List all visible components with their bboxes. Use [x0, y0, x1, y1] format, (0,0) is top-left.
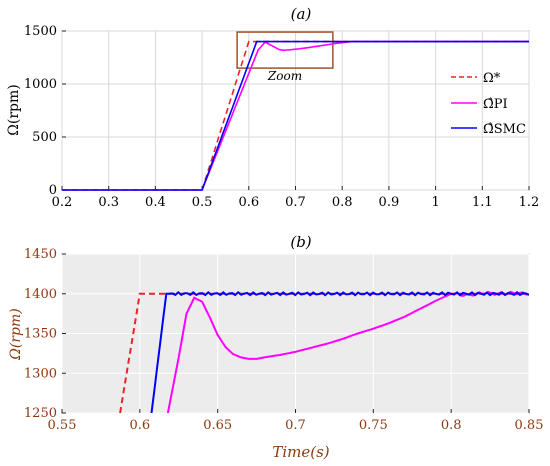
- x-tick-label: 0.2: [52, 195, 73, 210]
- x-tick-label: 0.75: [359, 418, 388, 433]
- y-tick-label: 0: [49, 183, 57, 198]
- y-tick-label: 1500: [24, 24, 57, 39]
- legend-label-smc: Ω̂SMC: [483, 122, 526, 137]
- x-tick-label: 0.7: [285, 418, 306, 433]
- panel-a: (a) 0.2 0.3 0.4 0.5 0.6 0.7 0.8 0.9 1 1.1 1.2 0 500 1…: [6, 5, 539, 210]
- x-tick-label: 0.85: [515, 418, 544, 433]
- panel-a-title: (a): [291, 5, 312, 23]
- x-tick-label: 0.5: [192, 195, 213, 210]
- panel-b-title: (b): [290, 233, 311, 251]
- panel-b-series: [119, 290, 529, 413]
- x-tick-label: 0.55: [48, 418, 77, 433]
- panel-a-axis-ticks: 0.2 0.3 0.4 0.5 0.6 0.7 0.8 0.9 1 1.1 1.2 0 500 1000 1…: [24, 24, 539, 210]
- panel-a-legend: Ω* Ω̂PI Ω̂SMC: [451, 71, 526, 137]
- x-tick-label: 0.8: [441, 418, 462, 433]
- x-tick-label: 0.6: [129, 418, 150, 433]
- x-tick-label: 0.7: [285, 195, 306, 210]
- zoom-rectangle: [236, 31, 334, 69]
- y-tick-label: 1250: [24, 406, 57, 421]
- x-tick-label: 0.6: [238, 195, 259, 210]
- y-tick-label: 500: [32, 130, 57, 145]
- x-tick-label: 0.4: [145, 195, 166, 210]
- y-tick-label: 1350: [24, 327, 57, 342]
- x-tick-label: 1.1: [472, 195, 493, 210]
- x-tick-label: 0.3: [98, 195, 119, 210]
- y-tick-label: 1300: [24, 366, 57, 381]
- panel-b: (b) 0.55 0.6 0.65 0.7 0.75 0.8 0.85 1250 1300 135…: [8, 233, 543, 461]
- y-tick-label: 1400: [24, 287, 57, 302]
- series-line-smc: [62, 40, 529, 191]
- panel-a-zoom-box: Zoom: [236, 31, 334, 83]
- y-tick-label: 1450: [24, 247, 57, 262]
- panel-b-axis-ticks: 0.55 0.6 0.65 0.7 0.75 0.8 0.85 1250 1300 1350 140…: [24, 247, 544, 433]
- x-tick-label: 1.2: [519, 195, 540, 210]
- x-tick-label: 0.8: [332, 195, 353, 210]
- x-tick-label: 0.9: [379, 195, 400, 210]
- panel-a-series: [62, 40, 529, 191]
- y-tick-label: 1000: [24, 77, 57, 92]
- zoom-label: Zoom: [267, 69, 302, 83]
- legend-label-pi: Ω̂PI: [483, 97, 508, 112]
- series-line-smc: [150, 290, 529, 413]
- panel-b-xlabel: Time(s): [272, 443, 329, 461]
- x-tick-label: 1: [431, 195, 439, 210]
- series-line-pi: [166, 290, 529, 413]
- x-tick-label: 0.65: [203, 418, 232, 433]
- legend-label-ref: Ω*: [483, 71, 501, 86]
- panel-a-grid: [61, 30, 530, 191]
- panel-a-ylabel: Ω(rpm): [6, 84, 22, 135]
- panel-b-ylabel: Ω(rpm): [8, 308, 24, 360]
